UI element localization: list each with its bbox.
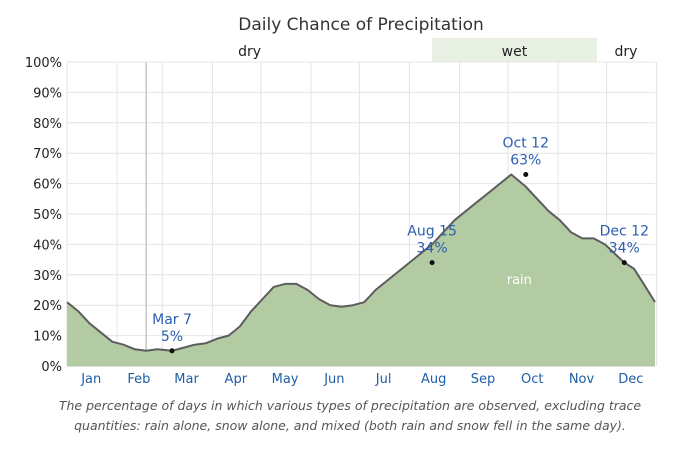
- chart-caption: The percentage of days in which various …: [58, 398, 642, 433]
- season-band-label-1: wet: [502, 44, 528, 60]
- annotation-value-2: 63%: [510, 152, 541, 168]
- annotation-date-2: Oct 12: [503, 135, 549, 151]
- x-tick-label-may: May: [272, 372, 299, 387]
- annotation-point-1: [429, 260, 435, 266]
- x-tick-label-jan: Jan: [80, 372, 101, 387]
- plot-area: rain: [66, 173, 656, 366]
- series-label-rain: rain: [507, 273, 532, 288]
- annotation-date-1: Aug 15: [407, 224, 457, 240]
- annotation-point-2: [523, 171, 529, 177]
- annotation-date-0: Mar 7: [152, 312, 192, 328]
- x-tick-label-jun: Jun: [323, 372, 344, 387]
- x-tick-label-aug: Aug: [421, 372, 446, 387]
- y-tick-label-7: 70%: [33, 147, 62, 162]
- annotation-value-0: 5%: [161, 329, 183, 345]
- y-axis-ticks: 0% 10% 20% 30% 40% 50% 60% 70% 80% 90% 100%: [25, 56, 62, 375]
- series-area-rain: [67, 174, 655, 366]
- x-tick-label-jul: Jul: [375, 372, 392, 387]
- y-tick-label-10: 100%: [25, 56, 62, 71]
- y-tick-label-9: 90%: [33, 86, 62, 101]
- x-tick-label-sep: Sep: [471, 372, 496, 387]
- series-line-rain: [66, 173, 656, 352]
- x-tick-label-oct: Oct: [521, 372, 543, 387]
- x-tick-label-nov: Nov: [569, 372, 595, 387]
- season-bands: dry wet dry: [238, 38, 637, 62]
- y-tick-label-1: 10%: [33, 330, 62, 345]
- y-tick-label-5: 50%: [33, 208, 62, 223]
- x-tick-label-apr: Apr: [225, 372, 248, 387]
- season-band-1: [432, 38, 597, 62]
- annotation-value-3: 34%: [609, 241, 640, 257]
- y-tick-label-0: 0%: [41, 360, 62, 375]
- x-tick-label-mar: Mar: [174, 372, 199, 387]
- y-tick-label-8: 80%: [33, 117, 62, 132]
- y-tick-label-6: 60%: [33, 178, 62, 193]
- x-axis-ticks: Jan Feb Mar Apr May Jun Jul Aug Sep Oct Nov Dec: [80, 372, 643, 387]
- x-tick-label-feb: Feb: [127, 372, 150, 387]
- season-band-label-2: dry: [614, 44, 637, 60]
- y-tick-label-2: 20%: [33, 299, 62, 314]
- annotation-point-0: [169, 348, 175, 354]
- chart-title: Daily Chance of Precipitation: [238, 15, 484, 35]
- y-tick-label-3: 30%: [33, 269, 62, 284]
- annotation-point-3: [621, 260, 627, 266]
- annotation-date-3: Dec 12: [600, 224, 649, 240]
- x-tick-label-dec: Dec: [618, 372, 643, 387]
- season-band-label-0: dry: [238, 44, 261, 60]
- y-tick-label-4: 40%: [33, 238, 62, 253]
- annotation-value-1: 34%: [417, 241, 448, 257]
